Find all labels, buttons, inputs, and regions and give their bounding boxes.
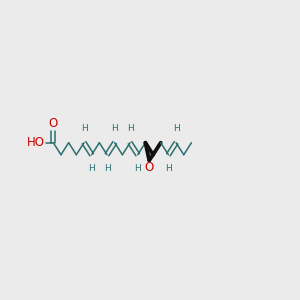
Text: H: H [165, 164, 172, 173]
Text: H: H [127, 124, 134, 134]
Text: HO: HO [27, 136, 45, 149]
Text: H: H [111, 124, 118, 134]
Text: H: H [134, 164, 141, 173]
Text: O: O [49, 117, 58, 130]
Text: O: O [145, 161, 154, 174]
Text: H: H [173, 124, 179, 134]
Text: H: H [103, 164, 110, 173]
Text: H: H [81, 124, 87, 134]
Text: H: H [88, 164, 95, 173]
